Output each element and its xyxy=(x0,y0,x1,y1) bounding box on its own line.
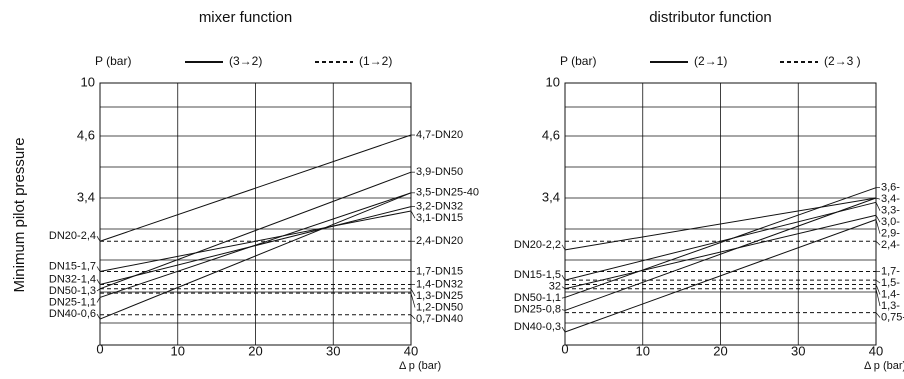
x-axis-label: Δ p (bar) xyxy=(399,360,441,372)
start-label: DN20-2,2 xyxy=(514,239,561,251)
end-label: 1,4-DN32 xyxy=(416,278,463,290)
x-axis-label: Δ p (bar) xyxy=(864,360,904,372)
start-label: DN15-1,5 xyxy=(514,269,561,281)
x-tick-label: 40 xyxy=(869,343,883,358)
y-unit: P (bar) xyxy=(95,54,131,68)
end-label: 1,3-DN25 xyxy=(416,290,463,302)
end-label: 3,4- xyxy=(881,193,900,205)
line xyxy=(564,197,877,311)
end-label: 4,7-DN20 xyxy=(416,129,463,141)
label-leader xyxy=(875,240,881,246)
end-label: 3,2-DN32 xyxy=(416,201,463,213)
label-leader xyxy=(561,297,566,299)
label-leader xyxy=(410,293,416,308)
end-label: 2,4- xyxy=(881,239,900,251)
end-label: 1,3- xyxy=(881,300,900,312)
x-tick-label: 0 xyxy=(96,341,103,356)
label-leader xyxy=(561,274,566,281)
y-tick-label: 10 xyxy=(81,74,95,89)
end-label: 0,75- xyxy=(881,311,904,323)
label-leader xyxy=(96,279,101,285)
start-label: DN50-1,1 xyxy=(514,292,561,304)
x-tick-label: 30 xyxy=(326,343,340,358)
end-label: 3,9-DN50 xyxy=(416,166,463,178)
label-leader xyxy=(96,297,101,303)
line xyxy=(564,187,877,298)
y-tick-label: 3,4 xyxy=(542,189,560,204)
start-label: DN50-1,3 xyxy=(49,285,96,297)
end-label: 3,6- xyxy=(881,182,900,194)
label-leader xyxy=(410,314,416,320)
legend-label: (3→2) xyxy=(229,54,262,68)
label-leader xyxy=(96,266,101,272)
end-label: 1,7-DN15 xyxy=(416,265,463,277)
end-label: 3,0- xyxy=(881,216,900,228)
line xyxy=(564,219,877,333)
label-leader xyxy=(875,284,881,295)
y-tick-label: 4,6 xyxy=(77,127,95,142)
start-label: DN15-1,7 xyxy=(49,260,96,272)
end-label: 1,5- xyxy=(881,277,900,289)
end-label: 3,5-DN25-40 xyxy=(416,187,479,199)
chart-title: mixer function xyxy=(199,9,292,26)
label-leader xyxy=(875,219,881,234)
label-leader xyxy=(875,197,881,200)
line xyxy=(564,214,877,290)
end-label: 1,7- xyxy=(881,265,900,277)
label-leader xyxy=(875,312,881,318)
label-leader xyxy=(410,288,416,297)
label-leader xyxy=(561,244,566,251)
end-label: 2,9- xyxy=(881,228,900,240)
end-label: 2,4-DN20 xyxy=(416,235,463,247)
legend-label: (1→2) xyxy=(359,54,392,68)
y-axis-label: Minimum pilot pressure xyxy=(11,137,28,292)
x-tick-label: 20 xyxy=(248,343,262,358)
label-leader xyxy=(96,236,101,242)
y-tick-label: 3,4 xyxy=(77,189,95,204)
line xyxy=(99,192,412,320)
x-tick-label: 20 xyxy=(713,343,727,358)
start-label: 32 xyxy=(549,281,561,293)
label-leader xyxy=(96,313,101,320)
legend-label: (2→1) xyxy=(694,54,727,68)
label-leader xyxy=(875,215,881,223)
y-tick-label: 10 xyxy=(546,74,560,89)
label-leader xyxy=(410,210,416,219)
x-tick-label: 30 xyxy=(791,343,805,358)
start-label: DN40-0,3 xyxy=(514,321,561,333)
end-label: 3,3- xyxy=(881,205,900,217)
start-label: DN25-0,8 xyxy=(514,304,561,316)
start-label: DN32-1,4 xyxy=(49,273,96,285)
label-leader xyxy=(561,309,566,311)
end-label: 1,4- xyxy=(881,288,900,300)
label-leader xyxy=(875,288,881,307)
line xyxy=(99,134,412,242)
label-leader xyxy=(561,326,566,333)
label-leader xyxy=(561,286,566,290)
label-leader xyxy=(875,279,881,284)
chart-title: distributor function xyxy=(649,9,772,26)
x-tick-label: 40 xyxy=(404,343,418,358)
y-unit: P (bar) xyxy=(560,54,596,68)
x-tick-label: 10 xyxy=(636,343,650,358)
label-leader xyxy=(96,288,101,292)
x-tick-label: 0 xyxy=(561,341,568,356)
start-label: DN25-1,1 xyxy=(49,296,96,308)
label-leader xyxy=(875,202,881,211)
start-label: DN20-2,4 xyxy=(49,230,96,242)
end-label: 0,7-DN40 xyxy=(416,313,463,325)
end-label: 3,1-DN15 xyxy=(416,212,463,224)
end-label: 1,2-DN50 xyxy=(416,301,463,313)
x-tick-label: 10 xyxy=(171,343,185,358)
line xyxy=(99,171,412,290)
legend-label: (2→3 ) xyxy=(824,54,861,68)
start-label: DN40-0,6 xyxy=(49,308,96,320)
y-tick-label: 4,6 xyxy=(542,127,560,142)
